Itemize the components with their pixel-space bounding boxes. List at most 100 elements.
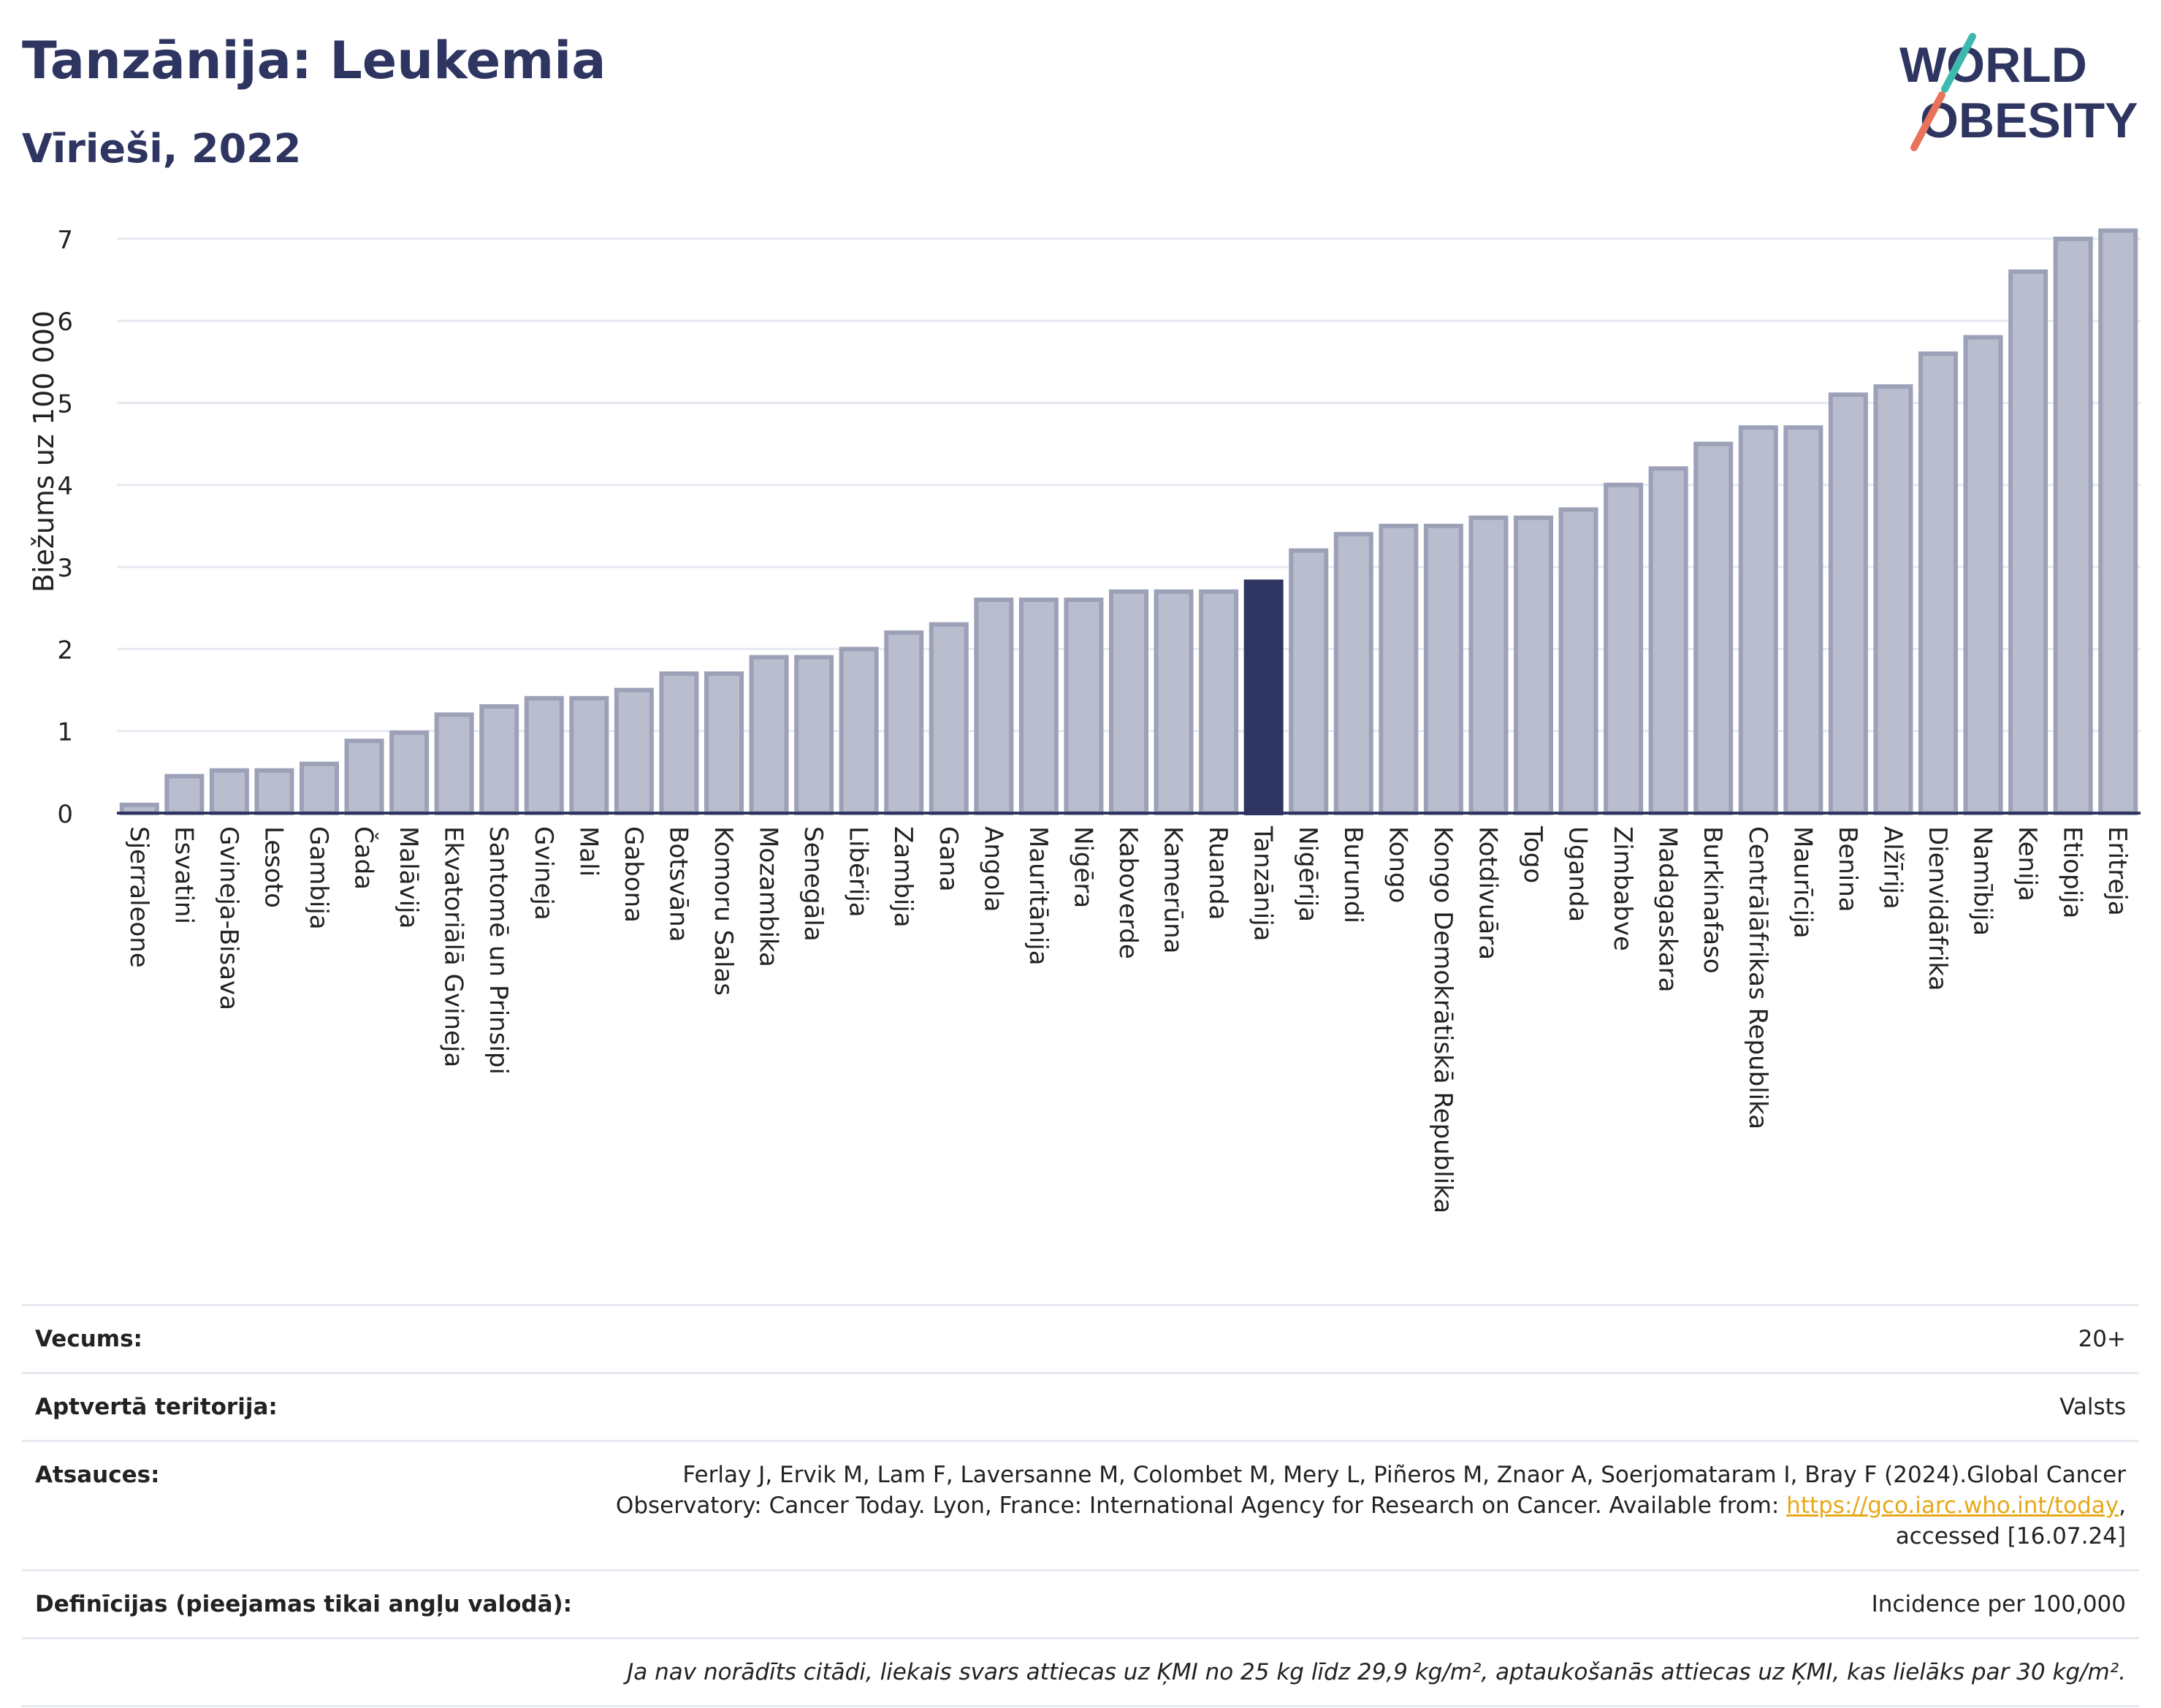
bar-Mauritānija [1018,598,1059,816]
logo-text-obesity: OBESITY [1920,93,2138,148]
y-tick-label: 0 [57,800,73,829]
x-tick-label: Benina [1833,826,1862,912]
bar-Gabona [614,687,654,815]
bar-Namībija [1963,335,2003,816]
bar-Zambija [884,630,924,815]
x-tick-label: Tanzānija [1249,826,1278,941]
bar-Santomē un Prinsipi [479,704,519,816]
x-tick-label: Esvatini [169,826,198,924]
x-tick-label: Čada [349,826,379,890]
info-row-definitions: Definīcijas (pieejamas tikai angļu valod… [22,1569,2139,1637]
bar-Burkinafaso [1693,441,1734,816]
bar-Gambija [299,761,340,815]
y-tick-label: 1 [57,718,73,747]
bar-Senegāla [794,655,834,815]
bar-Dienvidāfrika [1918,351,1959,815]
references-accessed: , accessed [16.07.24] [1895,1492,2126,1549]
world-obesity-logo: WORLD OBESITY [1899,33,2138,151]
y-axis-label: Biežums uz 100 000 [28,310,60,592]
bar-Ruanda [1199,589,1239,815]
x-tick-label: Nigērija [1293,826,1322,922]
bar-Zimbabve [1604,482,1644,815]
x-tick-label: Senegāla [799,826,828,942]
x-tick-label: Gvineja-Bisava [214,826,243,1010]
bar-Botsvāna [659,671,699,816]
bar-Gvineja [524,695,564,816]
y-tick-label: 2 [57,636,73,665]
x-tick-label: Eritreja [2103,826,2132,916]
x-tick-label: Namībija [1968,826,1997,936]
x-tick-label: Libērija [844,826,873,918]
x-tick-label: Kamerūna [1159,826,1188,953]
bar-Komoru Salas [704,671,744,816]
info-row-age: Vecums: 20+ [22,1304,2139,1372]
info-row-references: Atsauces: Ferlay J, Ervik M, Lam F, Lave… [22,1440,2139,1569]
age-label: Vecums: [35,1326,142,1352]
y-tick-label: 3 [57,554,73,583]
x-tick-label: Madagaskara [1653,826,1682,992]
info-row-area: Aptvertā teritorija: Valsts [22,1372,2139,1440]
bar-Libērija [839,647,879,816]
x-tick-label: Komoru Salas [709,826,738,996]
bar-Esvatini [164,774,205,815]
x-tick-label: Botsvāna [663,826,693,942]
logo-text-world: WORLD [1899,37,2087,93]
x-tick-label: Santomē un Prinsipi [484,826,513,1075]
bar-Kenija [2008,269,2048,815]
bar-Kongo [1379,523,1419,815]
bar-Čada [344,739,384,816]
x-tick-label: Togo [1518,826,1547,883]
x-tick-label: Alžīrija [1878,826,1907,910]
x-tick-label: Dienvidāfrika [1923,826,1952,991]
x-tick-label: Kenija [2013,826,2042,901]
y-tick-label: 5 [57,390,73,419]
bar-Malāvija [389,730,430,815]
bar-Mozambika [749,655,789,815]
bar-Madagaskara [1648,466,1688,816]
x-tick-label: Zimbabve [1608,826,1637,951]
bar-Tanzānija [1243,579,1284,816]
note-text: Ja nav norādīts citādi, liekais svars at… [627,1659,2126,1685]
x-tick-label: Zambija [888,826,918,928]
bar-Ekvatoriālā Gvineja [434,712,474,815]
y-tick-label: 6 [57,308,73,337]
bar-Etiopija [2053,236,2093,815]
x-tick-label: Angola [978,826,1007,912]
page-title: Tanzānija: Leukemia [22,31,606,91]
bar-Maurīcija [1783,425,1823,815]
area-label: Aptvertā teritorija: [35,1394,278,1420]
bar-chart: 0 1 2 3 4 5 6 7 Sjerraleone Esvatini Gvineja-Bisa… [28,226,2141,1213]
bar-Eritreja [2098,228,2138,816]
x-tick-label: Gvineja [529,826,558,920]
bar-Uganda [1558,507,1598,815]
x-tick-label: Nigēra [1068,826,1097,908]
bar-Alžīrija [1873,384,1913,815]
x-tick-label: Sjerraleone [124,826,153,968]
x-tick-label: Etiopija [2058,826,2087,918]
bar-Lesoto [254,768,294,816]
references-label: Atsauces: [35,1462,160,1488]
bar-Angola [974,598,1014,816]
x-tick-label: Burundi [1338,826,1368,923]
bar-Gana [929,622,969,816]
bar-Kotdivuāra [1468,515,1509,815]
x-tick-label: Centrālāfrikas Republika [1743,826,1772,1129]
x-tick-label: Burkinafaso [1698,826,1727,974]
chart-bars [117,228,2141,816]
definitions-value: Incidence per 100,000 [1871,1591,2126,1617]
x-tick-label: Ekvatoriālā Gvineja [439,826,468,1067]
bar-Togo [1513,515,1554,815]
x-tick-label: Gana [934,826,963,892]
age-value: 20+ [2078,1326,2126,1352]
x-tick-label: Kotdivuāra [1473,826,1502,960]
y-tick-label: 4 [57,472,73,501]
page-subtitle: Vīrieši, 2022 [22,126,302,172]
x-tick-label: Gambija [304,826,333,930]
x-tick-label: Lesoto [259,826,288,908]
info-row-note: Ja nav norādīts citādi, liekais svars at… [22,1637,2139,1707]
x-tick-label: Mali [573,826,603,877]
references-link[interactable]: https://gco.iarc.who.int/today [1786,1492,2119,1519]
x-tick-label: Kongo Demokrātiskā Republika [1428,826,1457,1213]
x-tick-label: Malāvija [394,826,423,929]
x-tick-label: Kaboverde [1113,826,1143,959]
